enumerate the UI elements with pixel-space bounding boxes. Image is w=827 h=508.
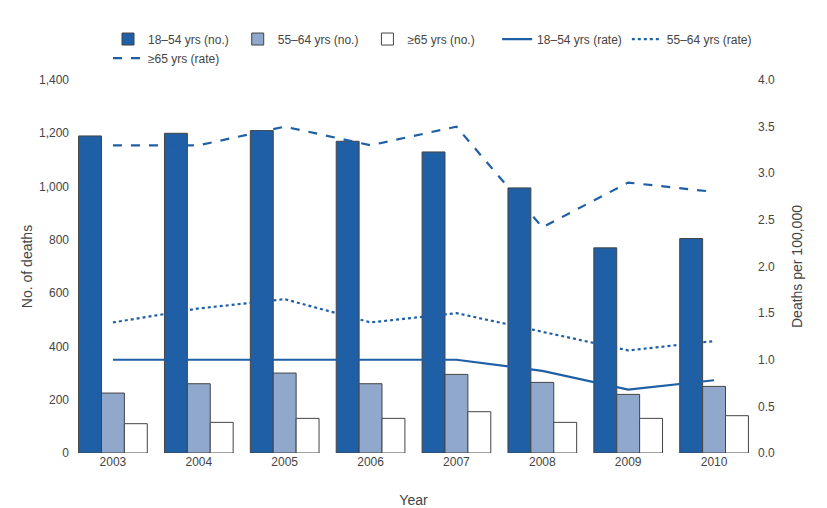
svg-text:No. of deaths: No. of deaths — [19, 225, 35, 308]
svg-text:2.5: 2.5 — [758, 213, 775, 227]
svg-text:1,200: 1,200 — [39, 126, 69, 140]
svg-text:800: 800 — [49, 233, 69, 247]
svg-text:600: 600 — [49, 286, 69, 300]
svg-text:55–64 yrs (rate): 55–64 yrs (rate) — [667, 33, 752, 47]
svg-text:2008: 2008 — [529, 455, 556, 469]
svg-text:0.5: 0.5 — [758, 400, 775, 414]
svg-text:Deaths per 100,000: Deaths per 100,000 — [789, 205, 805, 328]
svg-text:≥65 yrs (no.): ≥65 yrs (no.) — [407, 33, 474, 47]
svg-text:2006: 2006 — [357, 455, 384, 469]
svg-text:2004: 2004 — [185, 455, 212, 469]
svg-text:1,000: 1,000 — [39, 180, 69, 194]
svg-text:≥65 yrs (rate): ≥65 yrs (rate) — [148, 52, 219, 66]
svg-text:400: 400 — [49, 340, 69, 354]
svg-text:2.0: 2.0 — [758, 260, 775, 274]
svg-text:18–54 yrs (rate): 18–54 yrs (rate) — [537, 33, 622, 47]
svg-text:1.5: 1.5 — [758, 306, 775, 320]
svg-text:2003: 2003 — [100, 455, 127, 469]
svg-text:2010: 2010 — [701, 455, 728, 469]
svg-text:2005: 2005 — [271, 455, 298, 469]
svg-text:55–64 yrs (no.): 55–64 yrs (no.) — [278, 33, 359, 47]
svg-text:4.0: 4.0 — [758, 73, 775, 87]
svg-text:1,400: 1,400 — [39, 73, 69, 87]
svg-text:Year: Year — [399, 492, 428, 508]
svg-text:200: 200 — [49, 393, 69, 407]
svg-text:0.0: 0.0 — [758, 446, 775, 460]
svg-text:3.5: 3.5 — [758, 120, 775, 134]
svg-text:3.0: 3.0 — [758, 166, 775, 180]
svg-text:2007: 2007 — [443, 455, 470, 469]
svg-text:0: 0 — [62, 446, 69, 460]
svg-text:2009: 2009 — [615, 455, 642, 469]
svg-text:18–54 yrs (no.): 18–54 yrs (no.) — [148, 33, 229, 47]
svg-text:1.0: 1.0 — [758, 353, 775, 367]
